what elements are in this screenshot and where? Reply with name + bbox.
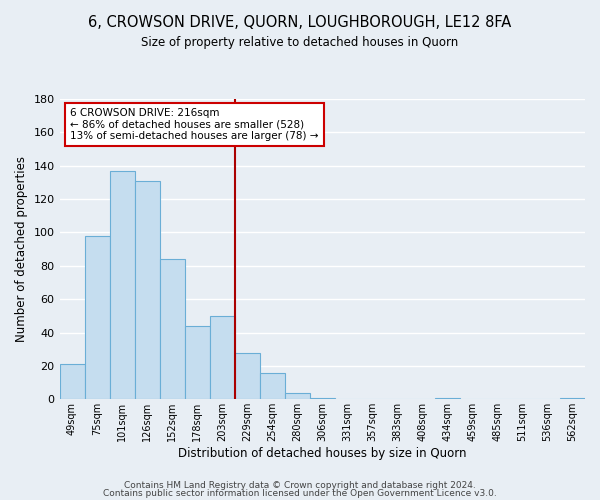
- Text: 6 CROWSON DRIVE: 216sqm
← 86% of detached houses are smaller (528)
13% of semi-d: 6 CROWSON DRIVE: 216sqm ← 86% of detache…: [70, 108, 319, 141]
- Bar: [85, 236, 110, 400]
- Text: Contains public sector information licensed under the Open Government Licence v3: Contains public sector information licen…: [103, 489, 497, 498]
- Bar: [134, 180, 160, 400]
- X-axis label: Distribution of detached houses by size in Quorn: Distribution of detached houses by size …: [178, 447, 467, 460]
- Bar: [59, 364, 85, 400]
- Bar: [160, 259, 185, 400]
- Y-axis label: Number of detached properties: Number of detached properties: [15, 156, 28, 342]
- Bar: [209, 316, 235, 400]
- Bar: [435, 398, 460, 400]
- Bar: [235, 352, 260, 400]
- Bar: [310, 398, 335, 400]
- Text: Size of property relative to detached houses in Quorn: Size of property relative to detached ho…: [142, 36, 458, 49]
- Bar: [185, 326, 209, 400]
- Text: Contains HM Land Registry data © Crown copyright and database right 2024.: Contains HM Land Registry data © Crown c…: [124, 480, 476, 490]
- Bar: [285, 392, 310, 400]
- Bar: [260, 372, 285, 400]
- Text: 6, CROWSON DRIVE, QUORN, LOUGHBOROUGH, LE12 8FA: 6, CROWSON DRIVE, QUORN, LOUGHBOROUGH, L…: [88, 15, 512, 30]
- Bar: [110, 170, 134, 400]
- Bar: [560, 398, 585, 400]
